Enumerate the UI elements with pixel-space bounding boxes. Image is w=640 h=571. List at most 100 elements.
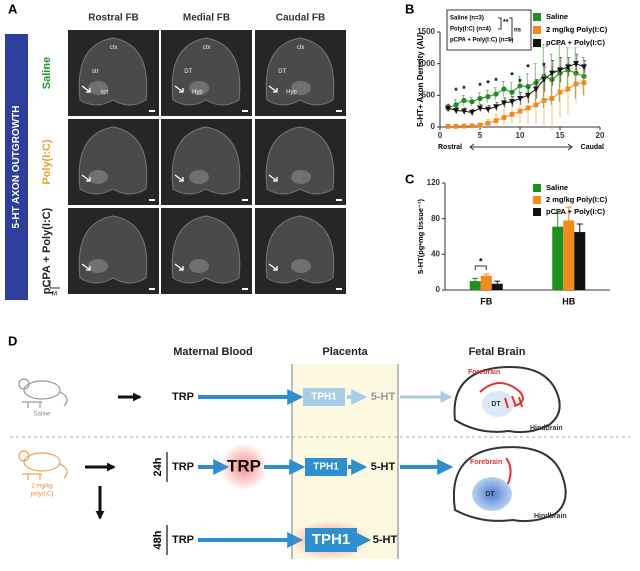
inset-bracket — [498, 17, 513, 41]
scale-bar — [336, 199, 342, 201]
y-tick-label: 80 — [431, 214, 440, 223]
legend-label: pCPA + Poly(I:C) — [546, 207, 605, 216]
point — [445, 105, 451, 111]
column-header: Placenta — [322, 346, 368, 358]
point — [509, 89, 515, 95]
legend-label: Saline — [546, 12, 568, 21]
point — [461, 123, 467, 129]
point — [493, 91, 499, 97]
point — [557, 89, 563, 95]
banner — [5, 34, 28, 300]
panel-label: C — [405, 171, 415, 186]
scale-bar — [149, 288, 155, 290]
legend-swatch — [533, 196, 541, 204]
point — [581, 64, 587, 70]
bar — [469, 281, 481, 290]
trp-label: TRP — [172, 461, 194, 473]
bar — [552, 226, 564, 290]
arrow — [81, 85, 91, 93]
arrow — [174, 174, 184, 182]
arrow — [268, 85, 278, 93]
brain-label: Hindbrain — [530, 425, 563, 432]
treatment-label: poly(I:C) — [31, 492, 54, 498]
y-tick-label: 500 — [422, 90, 436, 99]
error-bar — [565, 206, 572, 221]
time-label: 48h — [152, 530, 164, 549]
significance-marker: * — [479, 256, 483, 266]
y-tick-label: 120 — [427, 178, 441, 187]
banner-text: 5-HT AXON OUTGROWTH — [11, 106, 22, 229]
tph1-label: TPH1 — [313, 462, 339, 473]
inset-stat: ns — [514, 28, 522, 34]
point — [469, 99, 475, 105]
x-tick-label: 0 — [438, 131, 443, 140]
brain-section — [265, 37, 335, 106]
serotonin-label: 5-HT — [371, 391, 396, 403]
point — [509, 111, 515, 117]
serotonin-label: 5-HT — [373, 534, 398, 546]
bright-region — [291, 81, 311, 95]
series-line — [447, 63, 585, 113]
inset-label: Poly(I:C) (n=4) — [450, 27, 491, 33]
point — [453, 123, 459, 129]
arrow — [81, 174, 91, 182]
bar — [480, 275, 492, 290]
point — [517, 108, 523, 114]
point — [525, 105, 531, 111]
column-header: Caudal FB — [276, 13, 325, 24]
bright-region — [291, 259, 311, 273]
fetal-brain — [452, 446, 567, 523]
point — [549, 96, 555, 101]
row-label: Poly(I:C) — [41, 139, 53, 185]
point — [461, 97, 467, 103]
significance-marker: * — [486, 78, 490, 88]
point — [549, 70, 555, 77]
point — [477, 105, 483, 111]
brain-section — [265, 215, 335, 284]
y-tick-label: 1500 — [417, 27, 435, 36]
point — [453, 108, 459, 114]
y-tick-label: 0 — [436, 285, 441, 294]
brain-label: Hindbrain — [534, 513, 567, 520]
region-label: spt — [100, 89, 108, 95]
arrow — [174, 85, 184, 93]
legend-swatch — [533, 184, 541, 192]
mouse-icon — [18, 378, 68, 408]
serotonin-label: 5-HT — [371, 461, 396, 473]
tph1-box — [303, 388, 345, 406]
inset-label: Saline (n=3) — [450, 16, 484, 22]
region-label: ctx — [203, 45, 211, 51]
brain-label: DT — [485, 491, 495, 498]
bright-region — [88, 81, 108, 95]
point — [517, 83, 523, 89]
region-label: ctx — [110, 45, 118, 51]
legend-swatch — [533, 208, 541, 216]
point — [501, 115, 507, 120]
scale-bar — [149, 110, 155, 112]
arrow — [174, 263, 184, 271]
point — [573, 61, 579, 67]
point — [573, 81, 579, 87]
scale-bar — [242, 199, 248, 201]
row-label: Saline — [41, 57, 53, 89]
brain-label: Forebrain — [468, 369, 500, 376]
point — [517, 96, 523, 102]
point — [533, 102, 539, 108]
treatment-label: Saline — [34, 412, 51, 418]
series-line — [447, 69, 585, 109]
scale-bar — [242, 110, 248, 112]
significance-marker: * — [478, 81, 482, 91]
region-label: DT — [278, 69, 286, 75]
region-label: Hyp — [192, 89, 203, 95]
column-header: Fetal Brain — [469, 346, 526, 358]
point — [565, 86, 571, 92]
x-tick-label: 5 — [478, 131, 483, 140]
scale-bar — [336, 110, 342, 112]
bright-region — [88, 259, 108, 273]
significance-marker: * — [542, 61, 546, 71]
legend-label: 2 mg/kg Poly(I:C) — [546, 25, 608, 34]
y-axis-label: 5-HT(pg•mg tissue⁻¹) — [416, 199, 425, 274]
point — [477, 122, 483, 128]
legend-swatch — [533, 13, 541, 21]
bright-region — [189, 81, 209, 95]
